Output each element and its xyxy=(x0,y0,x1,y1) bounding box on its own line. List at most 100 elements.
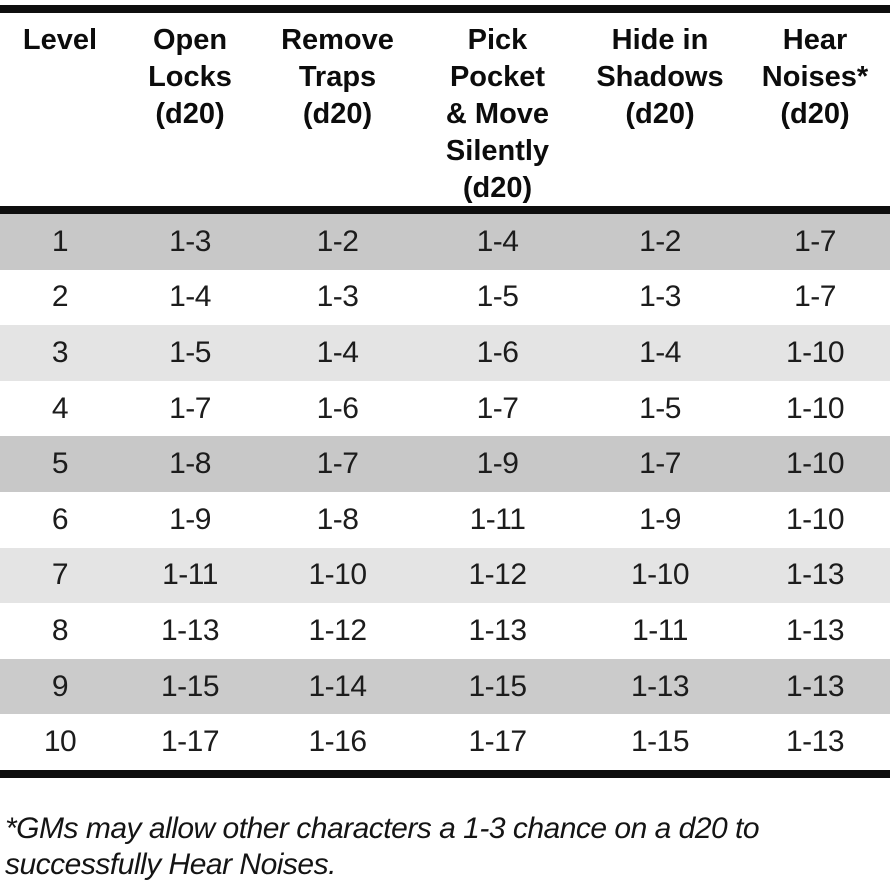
level-cell: 7 xyxy=(51,558,69,592)
value-cell-hear-noises: 1-10 xyxy=(785,391,845,425)
value-cell-remove-traps: 1-8 xyxy=(316,502,359,536)
value-cell-hear-noises: 1-13 xyxy=(785,725,845,759)
column-header-hide-in-shadows: Hide in Shadows (d20) xyxy=(580,22,740,206)
table-row-level-7: 7 1-11 1-10 1-12 1-10 1-13 xyxy=(0,547,890,604)
value-cell-open-locks: 1-8 xyxy=(169,447,211,481)
value-cell-pick-pocket-move-silently: 1-15 xyxy=(468,669,527,703)
table-row-level-8: 8 1-13 1-12 1-13 1-11 1-13 xyxy=(0,603,890,659)
value-cell-hide-in-shadows: 1-9 xyxy=(639,502,681,536)
column-header-open-locks: Open Locks (d20) xyxy=(120,22,260,206)
table-row-level-9: 9 1-15 1-14 1-15 1-13 1-13 xyxy=(0,658,890,715)
value-cell-pick-pocket-move-silently: 1-12 xyxy=(468,558,527,592)
value-cell-hide-in-shadows: 1-3 xyxy=(639,280,681,314)
value-cell-hide-in-shadows: 1-7 xyxy=(639,447,681,481)
value-cell-remove-traps: 1-14 xyxy=(308,669,367,703)
level-cell: 4 xyxy=(51,391,69,425)
table-header-divider xyxy=(0,206,890,214)
column-header-line: Pick xyxy=(467,24,528,56)
column-header-pick-pocket-move-silently: Pick Pocket & Move Silently (d20) xyxy=(415,22,580,206)
value-cell-hear-noises: 1-10 xyxy=(785,447,845,481)
level-cell: 6 xyxy=(51,502,69,536)
level-cell: 10 xyxy=(43,725,77,759)
level-cell: 8 xyxy=(51,613,69,647)
column-header-hear-noises: Hear Noises* (d20) xyxy=(740,22,890,206)
column-header-line: Open xyxy=(152,24,228,56)
column-header-remove-traps: Remove Traps (d20) xyxy=(260,22,415,206)
value-cell-remove-traps: 1-6 xyxy=(316,391,359,425)
footnote-line-1: *GMs may allow other characters a 1-3 ch… xyxy=(5,811,760,845)
value-cell-pick-pocket-move-silently: 1-11 xyxy=(469,502,526,536)
table-row-level-6: 6 1-9 1-8 1-11 1-9 1-10 xyxy=(0,491,890,548)
table-body: 1 1-3 1-2 1-4 1-2 1-7 2 1-4 1-3 1-5 1-3 1-7 3 1-5 1-4 1… xyxy=(0,214,890,770)
column-header-line: Pocket xyxy=(449,61,546,93)
column-header-line: & Move xyxy=(445,98,550,130)
column-header-line: Level xyxy=(22,24,98,56)
level-cell: 5 xyxy=(51,447,69,481)
value-cell-remove-traps: 1-4 xyxy=(316,335,359,369)
column-header-line: (d20) xyxy=(625,98,695,130)
table-row-level-10: 10 1-17 1-16 1-17 1-15 1-13 xyxy=(0,714,890,770)
table-row-level-2: 2 1-4 1-3 1-5 1-3 1-7 xyxy=(0,269,890,326)
value-cell-open-locks: 1-9 xyxy=(169,502,211,536)
value-cell-open-locks: 1-15 xyxy=(160,669,220,703)
level-cell: 2 xyxy=(51,280,69,314)
value-cell-hear-noises: 1-10 xyxy=(785,502,845,536)
column-header-line: Shadows xyxy=(596,61,724,93)
table-row-level-1: 1 1-3 1-2 1-4 1-2 1-7 xyxy=(0,214,890,270)
value-cell-remove-traps: 1-3 xyxy=(316,280,359,314)
value-cell-hear-noises: 1-7 xyxy=(794,224,836,258)
column-header-line: Traps xyxy=(298,61,377,93)
column-header-level: Level xyxy=(0,22,120,206)
column-header-line: Remove xyxy=(281,24,394,56)
value-cell-hide-in-shadows: 1-10 xyxy=(630,558,690,592)
column-header-line: (d20) xyxy=(302,98,373,130)
value-cell-hear-noises: 1-13 xyxy=(785,669,845,703)
column-header-line: Locks xyxy=(148,61,232,93)
level-cell: 1 xyxy=(51,224,69,258)
value-cell-open-locks: 1-5 xyxy=(169,335,211,369)
value-cell-remove-traps: 1-10 xyxy=(308,558,367,592)
value-cell-open-locks: 1-7 xyxy=(169,391,211,425)
value-cell-open-locks: 1-3 xyxy=(169,224,211,258)
value-cell-hide-in-shadows: 1-2 xyxy=(639,224,681,258)
value-cell-hear-noises: 1-7 xyxy=(794,280,836,314)
value-cell-pick-pocket-move-silently: 1-9 xyxy=(476,447,519,481)
value-cell-hide-in-shadows: 1-5 xyxy=(639,391,681,425)
value-cell-remove-traps: 1-2 xyxy=(316,224,359,258)
value-cell-pick-pocket-move-silently: 1-5 xyxy=(476,280,519,314)
value-cell-open-locks: 1-13 xyxy=(160,613,220,647)
value-cell-pick-pocket-move-silently: 1-13 xyxy=(468,613,527,647)
value-cell-hide-in-shadows: 1-15 xyxy=(630,725,690,759)
table-row-level-3: 3 1-5 1-4 1-6 1-4 1-10 xyxy=(0,325,890,381)
level-cell: 3 xyxy=(51,335,69,369)
level-cell: 9 xyxy=(51,669,69,703)
value-cell-remove-traps: 1-12 xyxy=(308,613,367,647)
value-cell-hide-in-shadows: 1-13 xyxy=(630,669,690,703)
value-cell-remove-traps: 1-7 xyxy=(316,447,359,481)
footnote-line-2: successfully Hear Noises. xyxy=(5,847,336,881)
value-cell-hear-noises: 1-13 xyxy=(785,613,845,647)
value-cell-pick-pocket-move-silently: 1-4 xyxy=(476,224,519,258)
column-header-line: Silently xyxy=(445,135,550,167)
footnote: *GMs may allow other characters a 1-3 ch… xyxy=(0,811,890,883)
value-cell-pick-pocket-move-silently: 1-6 xyxy=(476,335,519,369)
value-cell-hide-in-shadows: 1-11 xyxy=(632,613,688,647)
value-cell-open-locks: 1-11 xyxy=(162,558,218,592)
value-cell-hear-noises: 1-10 xyxy=(785,335,845,369)
value-cell-hear-noises: 1-13 xyxy=(785,558,845,592)
table-header-row: Level Open Locks (d20) Remove Traps (d20) Pick P… xyxy=(0,13,890,206)
value-cell-open-locks: 1-17 xyxy=(160,725,220,759)
value-cell-hide-in-shadows: 1-4 xyxy=(639,335,681,369)
value-cell-open-locks: 1-4 xyxy=(169,280,211,314)
value-cell-pick-pocket-move-silently: 1-17 xyxy=(468,725,527,759)
table-row-level-4: 4 1-7 1-6 1-7 1-5 1-10 xyxy=(0,380,890,437)
column-header-line: (d20) xyxy=(462,172,533,204)
column-header-line: (d20) xyxy=(155,98,225,130)
table-top-border xyxy=(0,5,890,13)
value-cell-remove-traps: 1-16 xyxy=(308,725,367,759)
column-header-line: Hear xyxy=(782,24,848,56)
column-header-line: Noises* xyxy=(761,61,869,93)
value-cell-pick-pocket-move-silently: 1-7 xyxy=(476,391,519,425)
table-row-level-5: 5 1-8 1-7 1-9 1-7 1-10 xyxy=(0,436,890,492)
